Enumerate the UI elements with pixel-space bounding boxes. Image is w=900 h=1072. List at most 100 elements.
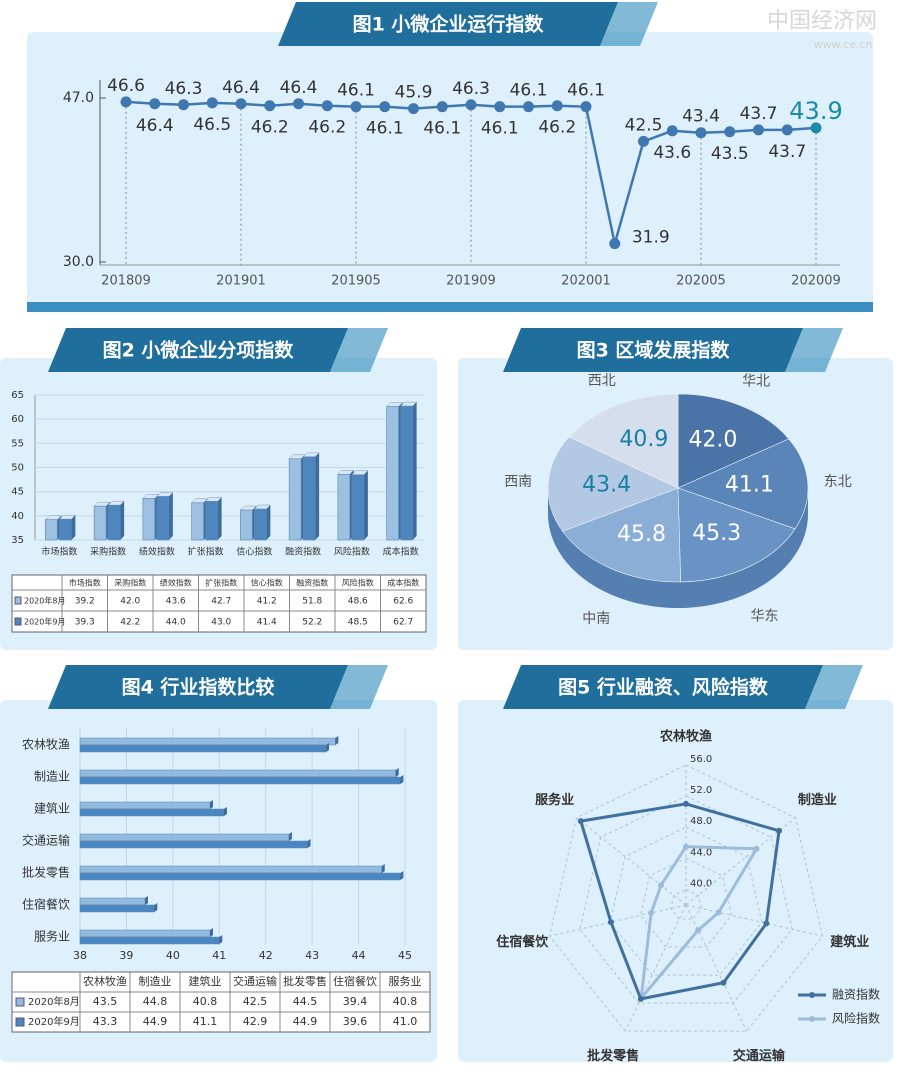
y-tick-label: 30.0 [63,254,94,270]
bar [79,904,155,913]
data-label: 46.3 [452,79,490,99]
spoke [685,904,823,937]
y-tick-label: 农林牧渔 [22,738,70,752]
data-label: 46.1 [567,81,605,101]
bar [79,865,383,874]
point [638,135,649,147]
table-header: 服务业 [389,975,422,988]
table-cell: 44.5 [293,995,318,1008]
x-tick-label: 41 [212,949,226,962]
bar-end [395,768,399,777]
x-tick-label: 40 [166,949,180,962]
legend-swatch [14,596,22,605]
panel [458,700,893,1062]
y-tick-label: 45 [11,487,24,498]
pie-slice [677,438,809,530]
category-label: 西北 [588,373,616,389]
point [293,98,304,110]
panel [27,32,873,310]
data-label: 46.1 [481,119,519,139]
bar-end [307,839,311,848]
table-cell: 42.2 [120,618,140,628]
point [781,124,793,136]
bar-end [223,807,227,816]
table-cell: 41.1 [193,1015,218,1028]
point [206,97,218,109]
table-header: 扩张指数 [205,578,237,588]
spoke [685,904,748,1032]
bar [351,474,365,541]
point [178,99,189,111]
chart-title: 图4 行业指数比较 [122,676,275,699]
table-cell: 41.2 [257,597,277,607]
point [465,99,477,111]
table-cell: 48.6 [348,597,368,607]
table-cell: 44.9 [293,1015,318,1028]
bar [191,502,204,541]
table-cell: 40.8 [393,995,418,1008]
point [436,101,448,113]
grid-ring [548,764,824,1032]
title-banner-tail [805,665,863,709]
table-cell: 44.0 [166,618,186,628]
bar [79,737,336,746]
title-banner [503,328,803,372]
bar-end [154,903,158,912]
bar-side [363,470,368,540]
table-cell: 39.4 [343,995,368,1008]
bar [205,501,218,541]
category-label: 华东 [751,609,779,625]
point [523,101,534,113]
bar [254,508,267,541]
data-label: 46.3 [165,79,203,99]
x-tick-label: 采购指数 [90,546,126,558]
data-label: 46.4 [222,78,260,98]
point [607,919,614,926]
y-tick-label: 35 [11,535,24,546]
point [264,100,276,112]
table [11,971,431,1033]
legend-swatch [15,1017,25,1027]
bar-end [145,896,148,905]
panel-border [27,302,873,312]
bar-side [217,497,222,540]
table-header: 建筑业 [189,974,222,988]
legend-label: 融资指数 [832,987,880,1002]
legend-label: 2020年9月 [28,1015,80,1028]
bar [79,776,401,785]
data-label: 46.1 [423,119,461,139]
bar [79,840,308,849]
x-tick-label: 43 [305,949,319,962]
data-label: 46.4 [136,116,174,136]
data-label: 46.2 [251,118,289,138]
category-label: 东北 [824,474,852,490]
pie-slice [677,487,796,583]
category-label: 中南 [582,611,610,627]
x-tick-label: 202009 [791,274,841,289]
point [577,818,584,825]
table-cell: 39.2 [75,597,95,607]
table-cell: 62.6 [393,597,413,607]
data-label: 46.2 [308,118,346,138]
x-tick-label: 201901 [216,274,266,289]
point [666,125,678,137]
table-cell: 48.5 [348,618,368,628]
bar [142,498,156,541]
data-label: 43.4 [682,107,720,127]
data-label: 46.1 [510,81,548,101]
legend-label: 2020年9月 [24,617,65,627]
title-banner [278,2,618,46]
bar [79,744,327,753]
table-header: 成本指数 [387,578,419,588]
bar [156,496,170,541]
data-label: 46.5 [193,115,231,135]
point [695,927,702,934]
bar [302,456,316,541]
table-header: 批发零售 [283,974,327,988]
point [715,909,722,916]
category-label: 华北 [742,374,770,390]
title-banner [48,665,348,709]
data-label: 46.4 [280,78,318,98]
point [350,101,362,113]
table-header: 市场指数 [69,578,101,588]
